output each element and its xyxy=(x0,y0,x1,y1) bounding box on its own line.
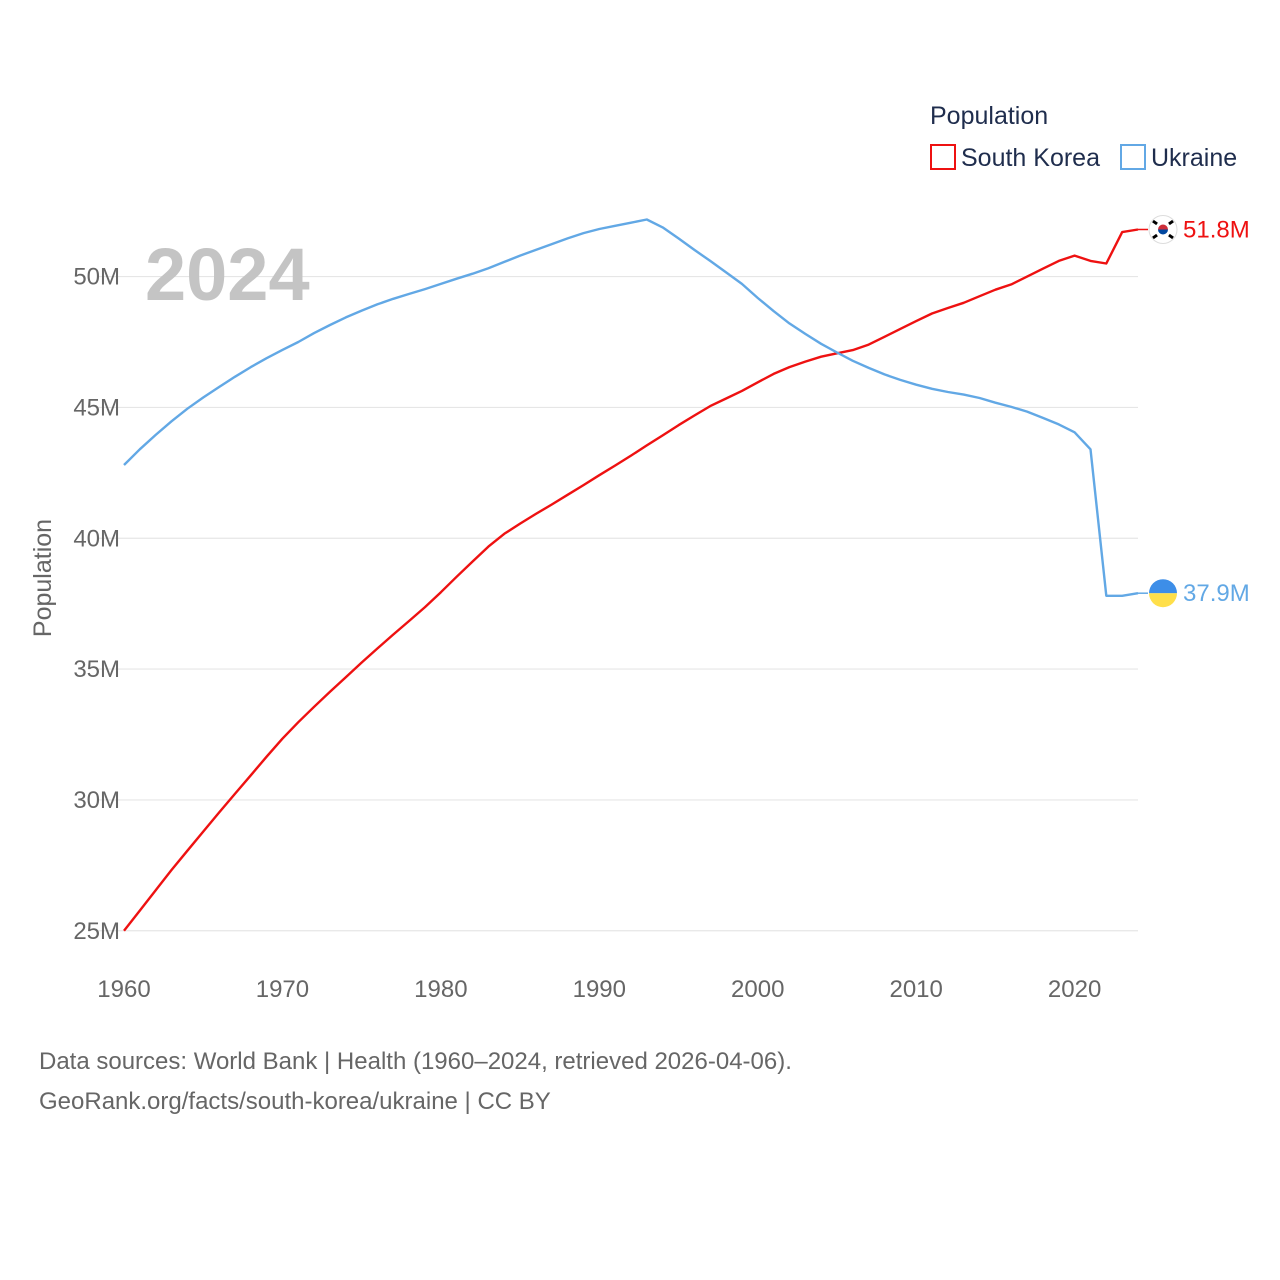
x-tick-label: 2020 xyxy=(1048,976,1101,1003)
y-axis-label: Population xyxy=(29,519,57,637)
y-axis-ticks: 25M 30M 35M 40M 45M 50M xyxy=(73,264,120,945)
legend-label-ukraine[interactable]: Ukraine xyxy=(1151,144,1237,172)
source-line: Data sources: World Bank | Health (1960–… xyxy=(39,1048,792,1075)
source-footer: Data sources: World Bank | Health (1960–… xyxy=(39,1042,792,1122)
gridlines xyxy=(98,275,1138,932)
attribution-line: GeoRank.org/facts/south-korea/ukraine | … xyxy=(39,1088,551,1115)
end-value-label-ukraine: 37.9M xyxy=(1183,580,1250,607)
year-label: 2024 xyxy=(145,233,310,316)
y-tick-label: 30M xyxy=(73,787,120,814)
x-tick-label: 1960 xyxy=(97,976,150,1003)
x-tick-label: 1980 xyxy=(414,976,467,1003)
x-tick-label: 2000 xyxy=(731,976,784,1003)
legend-swatch-ukraine[interactable] xyxy=(1120,144,1146,170)
y-tick-label: 40M xyxy=(73,525,120,552)
series-lines xyxy=(123,218,1139,932)
ukraine-flag-icon xyxy=(1149,579,1178,608)
legend-swatch-south-korea[interactable] xyxy=(930,144,956,170)
y-tick-label: 35M xyxy=(73,656,120,683)
south-korea-flag-icon xyxy=(1148,214,1178,244)
x-tick-label: 1970 xyxy=(256,976,309,1003)
legend: Population South Korea Ukraine xyxy=(930,102,1237,172)
y-tick-label: 45M xyxy=(73,394,120,421)
series-end-markers: 51.8M 37.9M xyxy=(1138,214,1250,608)
y-tick-label: 50M xyxy=(73,264,120,291)
legend-label-south-korea[interactable]: South Korea xyxy=(961,144,1100,172)
series-line-south-korea[interactable] xyxy=(123,228,1139,932)
population-chart: Population South Korea Ukraine 25M 30M 35M… xyxy=(29,102,1250,1003)
end-value-label-south-korea: 51.8M xyxy=(1183,216,1250,243)
x-tick-label: 2010 xyxy=(889,976,942,1003)
x-tick-label: 1990 xyxy=(573,976,626,1003)
y-tick-label: 25M xyxy=(73,918,120,945)
series-line-ukraine[interactable] xyxy=(123,218,1139,597)
legend-title: Population xyxy=(930,102,1048,130)
x-axis-ticks: 1960 1970 1980 1990 2000 2010 2020 xyxy=(97,976,1101,1003)
